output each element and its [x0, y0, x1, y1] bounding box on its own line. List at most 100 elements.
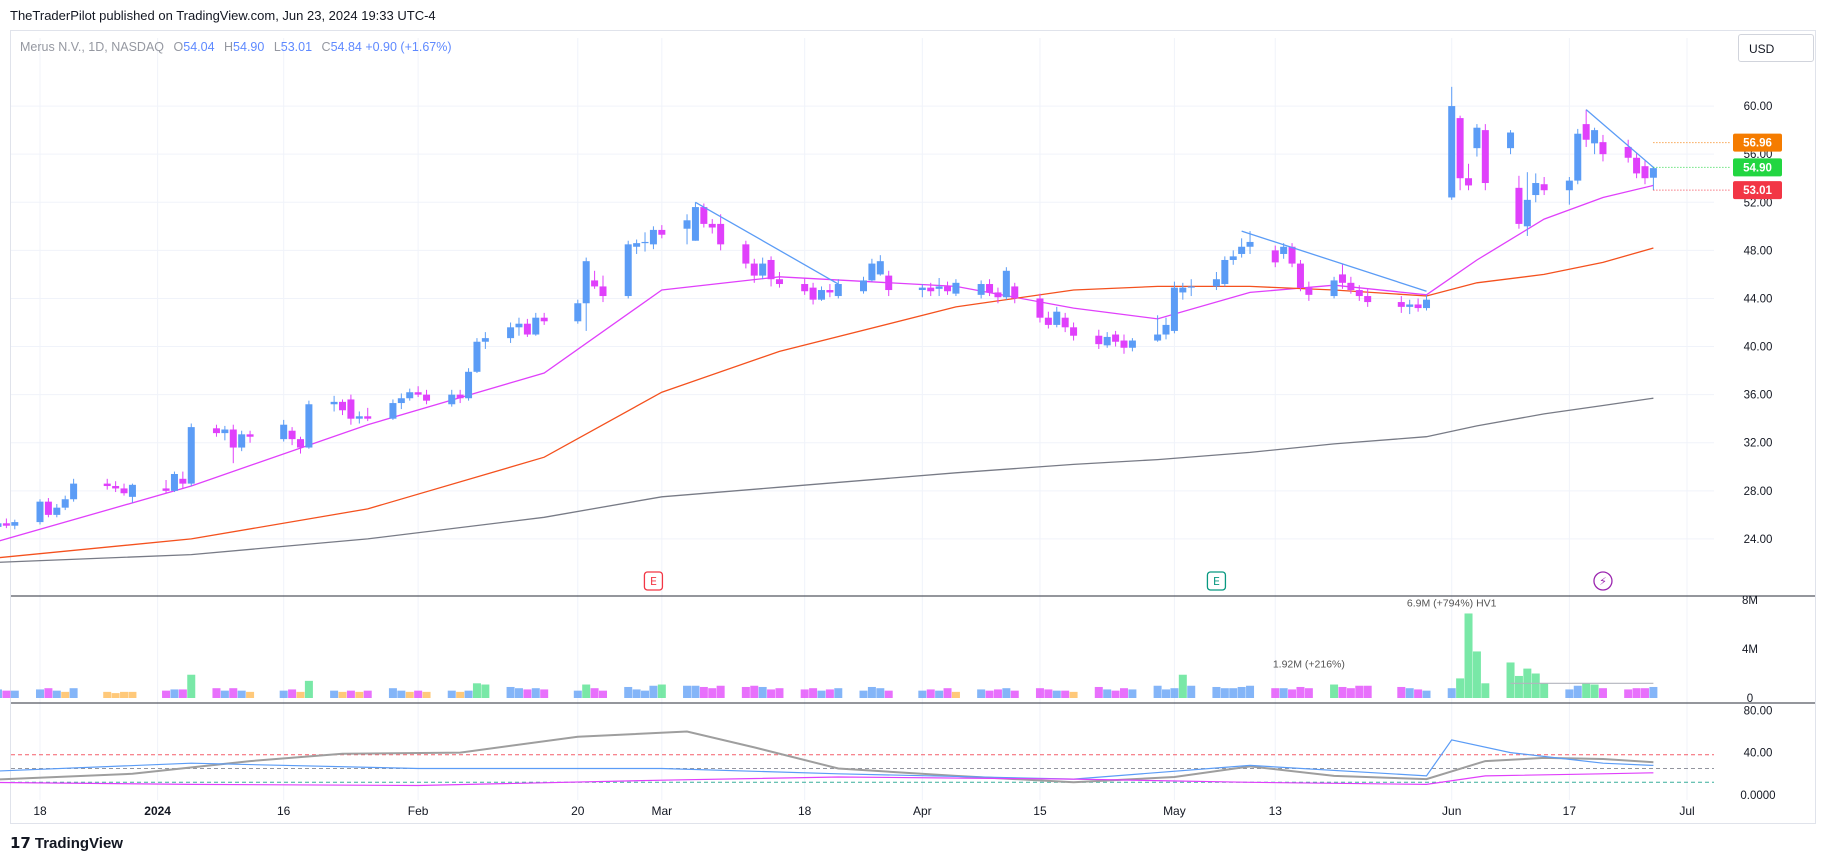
volume-bar: [1346, 688, 1355, 698]
volume-bar: [1296, 686, 1305, 698]
price-axis-label: 48.00: [1744, 245, 1773, 257]
volume-bar: [1119, 688, 1128, 698]
volume-bar: [330, 690, 339, 698]
candle-body: [170, 474, 178, 491]
oscillator-axis-label: 0.0000: [1740, 790, 1775, 802]
candle-body: [700, 207, 708, 224]
volume-bar: [1330, 684, 1339, 698]
volume-bar: [422, 691, 431, 698]
volume-bar: [355, 691, 364, 698]
candle-body: [120, 488, 128, 494]
tradingview-brand[interactable]: 𝟭𝟳 TradingView: [10, 834, 123, 852]
candle-body: [826, 290, 834, 293]
volume-bar: [935, 690, 944, 698]
volume-bar: [1044, 689, 1053, 698]
volume-bar: [61, 691, 70, 698]
volume-bar: [1590, 684, 1599, 698]
candle-body: [1053, 311, 1061, 325]
price-tag-label: 54.90: [1743, 162, 1772, 174]
candle-body: [523, 323, 531, 335]
volume-bar: [1397, 686, 1406, 698]
candle-body: [1330, 280, 1338, 297]
candle-body: [927, 287, 935, 292]
candle-body: [641, 241, 649, 244]
candle-body: [1355, 290, 1363, 297]
volume-bar: [472, 683, 481, 698]
volume-bar: [1363, 685, 1372, 698]
time-axis-label: 13: [1269, 804, 1283, 818]
tradingview-logo-icon: 𝟭𝟳: [10, 835, 31, 852]
candle-body: [53, 507, 61, 515]
candle-body: [1406, 304, 1414, 307]
candle-body: [364, 416, 372, 419]
candle-body: [112, 486, 120, 489]
price-tag-label: 53.01: [1743, 185, 1772, 197]
candle-body: [339, 401, 347, 411]
candle-body: [1649, 168, 1657, 178]
volume-bar: [1624, 689, 1633, 698]
price-tag-label: 56.96: [1743, 138, 1772, 150]
volume-bar: [775, 688, 784, 698]
candle-body: [473, 341, 481, 372]
volume-bar: [44, 688, 53, 698]
volume-bar: [817, 690, 826, 698]
candle-body: [1070, 327, 1078, 336]
time-axis-label: 16: [277, 804, 291, 818]
volume-bar: [884, 690, 893, 698]
oscillator-axis-label: 40.00: [1744, 748, 1773, 760]
volume-bar: [540, 689, 549, 698]
volume-bar: [447, 690, 456, 698]
volume-bar: [1170, 688, 1179, 698]
legend-open-label: O: [173, 40, 184, 54]
volume-bar: [716, 685, 725, 698]
candle-body: [44, 501, 52, 515]
candle-body: [1221, 259, 1229, 285]
candle-body: [683, 220, 691, 229]
legend-high-label: H: [224, 40, 234, 54]
candle-body: [1305, 287, 1313, 295]
volume-bar: [1246, 685, 1255, 698]
legend-low: 53.01: [280, 40, 313, 54]
candle-body: [1002, 270, 1010, 298]
volume-bar: [1052, 690, 1061, 698]
candle-body: [1423, 299, 1431, 309]
volume-bar: [162, 690, 171, 698]
volume-bar: [1111, 690, 1120, 698]
candle-body: [1565, 180, 1573, 191]
volume-bar: [405, 691, 414, 698]
volume-bar: [1178, 674, 1187, 698]
price-axis-label: 24.00: [1744, 534, 1773, 546]
volume-bar: [800, 689, 809, 698]
candle-body: [389, 403, 397, 419]
candle-body: [1338, 274, 1346, 283]
candle-body: [103, 483, 111, 487]
candle-body: [591, 280, 599, 287]
candle-body: [809, 287, 817, 300]
candle-body: [347, 399, 355, 419]
volume-bar: [1582, 683, 1591, 698]
volume-bar: [1481, 683, 1490, 698]
trendline: [695, 201, 839, 285]
time-axis-label: 20: [571, 804, 585, 818]
candle-body: [1582, 124, 1590, 140]
candle-body: [1011, 286, 1019, 299]
volume-bar: [1288, 689, 1297, 698]
volume-axis-label: 4M: [1742, 644, 1758, 656]
volume-annotation: 6.9M (+794%) HV1: [1407, 597, 1497, 609]
candle-body: [1162, 324, 1170, 335]
candle-body: [599, 286, 607, 297]
symbol-legend: Merus N.V., 1D, NASDAQ O54.04 H54.90 L53…: [20, 40, 452, 54]
candle-body: [1347, 282, 1355, 291]
volume-bar: [414, 690, 423, 698]
price-axis-label: 32.00: [1744, 438, 1773, 450]
candle-body: [423, 394, 431, 401]
time-axis-label: May: [1163, 804, 1186, 818]
candle-body: [1481, 130, 1489, 184]
candle-body: [767, 259, 775, 280]
currency-button[interactable]: USD: [1738, 34, 1814, 62]
volume-bar: [1640, 688, 1649, 698]
price-axis-label: 44.00: [1744, 293, 1773, 305]
volume-bar: [1279, 688, 1288, 698]
volume-bar: [1187, 685, 1196, 698]
